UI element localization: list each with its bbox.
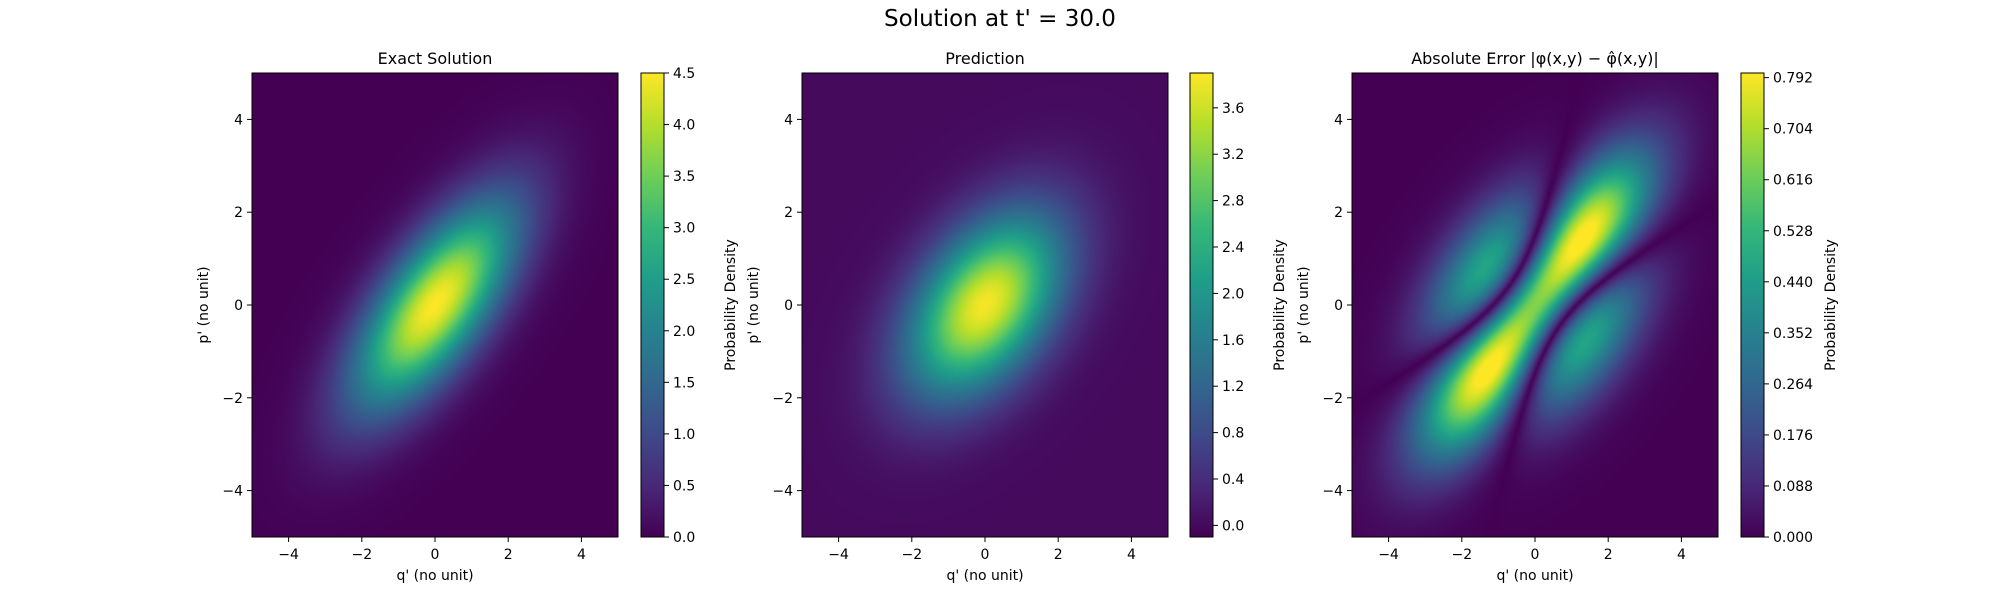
- y-axis-label: p' (no unit): [746, 266, 762, 343]
- colorbar-frame: [640, 72, 665, 538]
- y-tick-label: −2: [222, 391, 243, 407]
- colorbar-tick-label: 2.0: [673, 324, 695, 340]
- colorbar-tick-label: 0.4: [1222, 472, 1244, 488]
- colorbar-tick-label: 1.0: [673, 427, 695, 443]
- x-tick-label: 4: [1677, 547, 1686, 563]
- x-axis-label: q' (no unit): [1496, 568, 1573, 584]
- colorbar: [641, 73, 664, 537]
- heatmap-image: [252, 73, 618, 537]
- colorbar-tick-label: 1.2: [1222, 379, 1244, 395]
- colorbar-tick-label: 0.528: [1773, 224, 1813, 240]
- x-tick-label: 2: [1054, 547, 1063, 563]
- x-tick-label: 0: [981, 547, 990, 563]
- colorbar-tick-label: 3.5: [673, 169, 695, 185]
- colorbar-tick-label: 0.0: [1222, 518, 1244, 534]
- colorbar-tick-label: 3.2: [1222, 147, 1244, 163]
- y-tick-label: 4: [1334, 112, 1343, 128]
- colorbar-label: Probability Density: [1272, 239, 1288, 371]
- y-tick-label: 0: [784, 298, 793, 314]
- colorbar-tick-label: 0.5: [673, 478, 695, 494]
- colorbar-label: Probability Density: [723, 239, 739, 371]
- panel-title: Exact Solution: [378, 49, 493, 68]
- x-tick-label: 0: [1531, 547, 1540, 563]
- colorbar-tick-label: 2.5: [673, 272, 695, 288]
- heatmap-image: [802, 73, 1168, 537]
- colorbar-tick-label: 4.5: [673, 66, 695, 82]
- colorbar-tick-label: 2.0: [1222, 286, 1244, 302]
- y-tick-label: −4: [772, 484, 793, 500]
- x-tick-label: 2: [504, 547, 513, 563]
- x-tick-label: −2: [901, 547, 922, 563]
- chart-panel-2: Prediction −4 −2 0 2 4 −4 −2 0 2 4 q' (no unit) p' (…: [746, 49, 1288, 584]
- figure-title: Solution at t' = 30.0: [884, 6, 1116, 32]
- colorbar-tick-label: 4.0: [673, 118, 695, 134]
- y-axis-label: p' (no unit): [1296, 266, 1312, 343]
- y-tick-label: −2: [1322, 391, 1343, 407]
- y-tick-label: −2: [772, 391, 793, 407]
- colorbar-tick-label: 0.704: [1773, 122, 1813, 138]
- colorbar-tick-label: 2.8: [1222, 194, 1244, 210]
- x-axis-label: q' (no unit): [946, 568, 1023, 584]
- colorbar-label: Probability Density: [1823, 239, 1839, 371]
- chart-panel-3: Absolute Error |φ(x,y) − φ̂(x,y)| −4 −2 0 2 4…: [1296, 49, 1839, 584]
- chart-panel-1: Exact Solution −4 −2 0 2 4 −4 −2 0 2 4 q' (no unit)…: [196, 49, 739, 584]
- x-tick-label: 2: [1604, 547, 1613, 563]
- colorbar-tick-label: 2.4: [1222, 240, 1244, 256]
- y-tick-label: 0: [234, 298, 243, 314]
- colorbar-tick-label: 0.264: [1773, 377, 1813, 393]
- panel-title: Absolute Error |φ(x,y) − φ̂(x,y)|: [1411, 49, 1659, 68]
- colorbar-tick-label: 0.440: [1773, 275, 1813, 291]
- x-tick-label: −4: [828, 547, 849, 563]
- y-tick-label: −4: [222, 484, 243, 500]
- x-axis-label: q' (no unit): [396, 568, 473, 584]
- y-tick-label: 4: [784, 112, 793, 128]
- x-tick-label: 0: [431, 547, 440, 563]
- colorbar: [1190, 73, 1213, 537]
- y-tick-label: 2: [784, 205, 793, 221]
- x-tick-label: 4: [1127, 547, 1136, 563]
- colorbar-tick-label: 1.6: [1222, 333, 1244, 349]
- colorbar: [1741, 73, 1764, 537]
- colorbar-frame: [1189, 72, 1214, 538]
- y-tick-label: 2: [234, 205, 243, 221]
- colorbar-tick-label: 1.5: [673, 375, 695, 391]
- heatmap-image: [1352, 73, 1718, 537]
- x-tick-label: −2: [1451, 547, 1472, 563]
- y-tick-label: −4: [1322, 484, 1343, 500]
- y-tick-label: 4: [234, 112, 243, 128]
- colorbar-tick-label: 0.616: [1773, 173, 1813, 189]
- colorbar-tick-label: 0.0: [673, 530, 695, 546]
- colorbar-tick-label: 3.6: [1222, 101, 1244, 117]
- colorbar-tick-label: 0.176: [1773, 428, 1813, 444]
- y-tick-label: 0: [1334, 298, 1343, 314]
- colorbar-tick-label: 3.0: [673, 221, 695, 237]
- colorbar-tick-label: 0.088: [1773, 479, 1813, 495]
- panel-title: Prediction: [945, 49, 1024, 68]
- colorbar-frame: [1740, 72, 1765, 538]
- colorbar-tick-label: 0.352: [1773, 326, 1813, 342]
- colorbar-tick-label: 0.792: [1773, 71, 1813, 87]
- x-tick-label: −4: [1378, 547, 1399, 563]
- x-tick-label: 4: [577, 547, 586, 563]
- x-tick-label: −4: [278, 547, 299, 563]
- colorbar-tick-label: 0.8: [1222, 426, 1244, 442]
- x-tick-label: −2: [351, 547, 372, 563]
- colorbar-tick-label: 0.000: [1773, 530, 1813, 546]
- y-axis-label: p' (no unit): [196, 266, 212, 343]
- y-tick-label: 2: [1334, 205, 1343, 221]
